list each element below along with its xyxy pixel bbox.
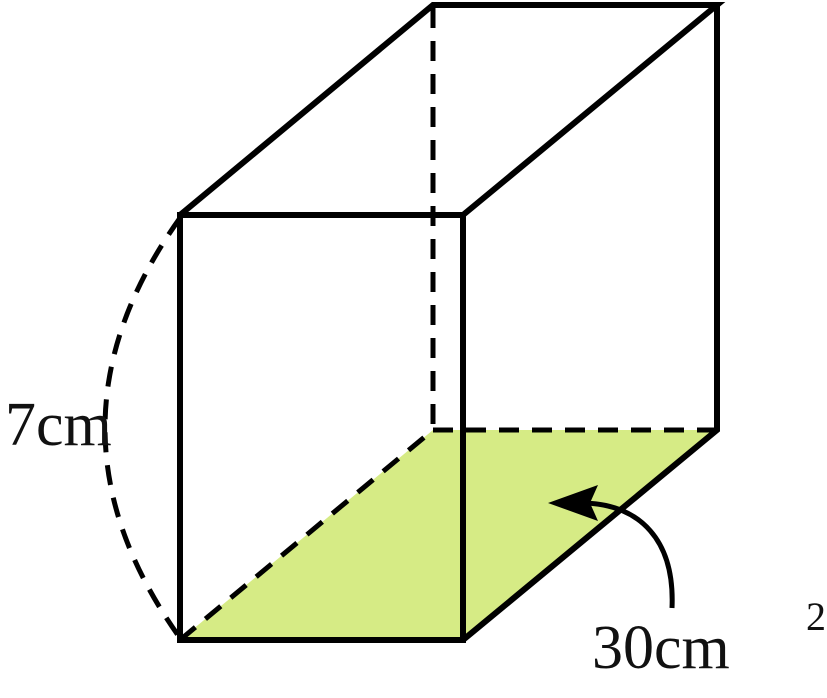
top-edges	[178, 2, 726, 218]
height-brace	[102, 216, 183, 640]
base-face	[180, 430, 717, 640]
front-face	[177, 212, 466, 643]
pointer-arrow	[584, 500, 675, 609]
area-label: 30cm	[592, 614, 730, 682]
height-label: 7cm	[5, 391, 112, 459]
hidden-edge	[178, 428, 435, 642]
right-edges	[461, 5, 720, 643]
area-exponent: 2	[806, 594, 826, 639]
arrow-head	[548, 485, 598, 521]
